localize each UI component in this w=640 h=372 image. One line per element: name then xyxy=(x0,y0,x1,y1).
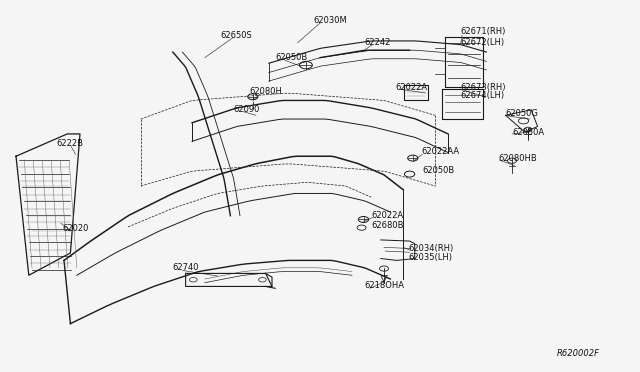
Text: 62034(RH): 62034(RH) xyxy=(408,244,454,253)
Text: 62650S: 62650S xyxy=(221,31,253,40)
Text: 6222B: 6222B xyxy=(56,139,83,148)
Text: 62050B: 62050B xyxy=(275,53,307,62)
Text: 62674(LH): 62674(LH) xyxy=(461,92,505,100)
Text: 62673(RH): 62673(RH) xyxy=(461,83,506,92)
Text: 62242: 62242 xyxy=(365,38,391,47)
Text: 62022A: 62022A xyxy=(371,211,403,219)
Text: 62050A: 62050A xyxy=(512,128,544,137)
Text: 62080H: 62080H xyxy=(250,87,282,96)
Text: 62671(RH): 62671(RH) xyxy=(461,27,506,36)
Text: R620002F: R620002F xyxy=(557,349,600,358)
Text: 62022AA: 62022AA xyxy=(421,147,460,156)
Text: 62035(LH): 62035(LH) xyxy=(408,253,452,262)
Text: 6218OHA: 6218OHA xyxy=(365,281,404,290)
Text: 62740: 62740 xyxy=(173,263,199,272)
Text: 62022A: 62022A xyxy=(396,83,428,92)
Text: 62090: 62090 xyxy=(234,105,260,114)
Text: 62680B: 62680B xyxy=(371,221,404,230)
Text: 62030M: 62030M xyxy=(314,16,348,25)
Text: 62080HB: 62080HB xyxy=(498,154,537,163)
Text: 62050B: 62050B xyxy=(422,166,454,175)
Text: 62050G: 62050G xyxy=(506,109,538,118)
Text: 62020: 62020 xyxy=(63,224,89,233)
Text: 62672(LH): 62672(LH) xyxy=(461,38,505,47)
